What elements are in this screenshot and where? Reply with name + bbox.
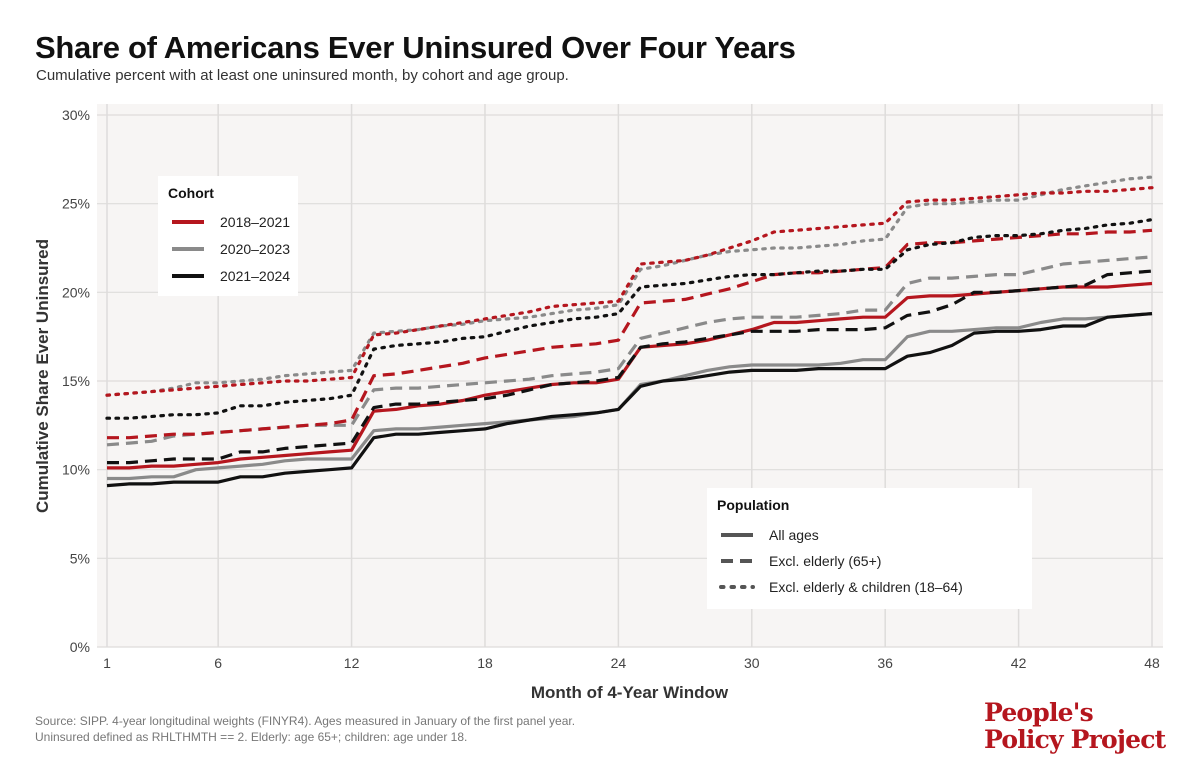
y-tick-label: 25%: [62, 196, 90, 212]
legend-label: 2020–2023: [220, 241, 290, 257]
source-note: Source: SIPP. 4-year longitudinal weight…: [35, 713, 575, 745]
legend-label: Excl. elderly (65+): [769, 553, 881, 569]
series-line: [105, 175, 1154, 397]
x-tick-label: 42: [1011, 655, 1027, 671]
y-tick-label: 20%: [62, 284, 90, 300]
population-legend: Population All ages Excl. elderly (65+) Exc…: [707, 488, 1032, 609]
legend-box: [707, 488, 1032, 609]
y-tick-label: 30%: [62, 107, 90, 123]
chart-title: Share of Americans Ever Uninsured Over F…: [35, 30, 796, 65]
legend-label: 2021–2024: [220, 268, 290, 284]
x-tick-label: 6: [214, 655, 222, 671]
y-tick-label: 5%: [70, 550, 90, 566]
series-line: [107, 269, 1153, 465]
logo-line-2: Policy Project: [984, 725, 1166, 754]
legend-label: 2018–2021: [220, 214, 290, 230]
x-tick-label: 24: [611, 655, 627, 671]
series-line: [106, 312, 1153, 488]
source-line-1: Source: SIPP. 4-year longitudinal weight…: [35, 714, 576, 728]
source-line-2: Uninsured defined as RHLTHMTH == 2. Elde…: [35, 730, 468, 744]
x-tick-label: 48: [1144, 655, 1160, 671]
cohort-legend: Cohort 2018–2021 2020–2023 2021–2024: [158, 176, 298, 296]
x-tick-label: 12: [344, 655, 360, 671]
x-axis-label: Month of 4-Year Window: [531, 683, 729, 702]
series-line: [105, 218, 1154, 420]
y-tick-label: 10%: [62, 462, 90, 478]
legend-label: Excl. elderly & children (18–64): [769, 579, 963, 595]
legend-title: Cohort: [168, 185, 214, 201]
brand-logo: People's Policy Project: [984, 698, 1166, 754]
series-line: [107, 228, 1153, 440]
legend-title: Population: [717, 497, 789, 513]
y-tick-label: 0%: [70, 639, 90, 655]
legend-label: All ages: [769, 527, 819, 543]
x-tick-label: 18: [477, 655, 493, 671]
y-tick-label: 15%: [62, 373, 90, 389]
logo-line-1: People's: [984, 698, 1094, 727]
chart-subtitle: Cumulative percent with at least one uni…: [36, 67, 569, 84]
x-tick-label: 1: [103, 655, 111, 671]
x-tick-label: 36: [877, 655, 893, 671]
y-axis-label: Cumulative Share Ever Uninsured: [33, 239, 52, 513]
x-tick-label: 30: [744, 655, 760, 671]
series-line: [105, 186, 1154, 397]
